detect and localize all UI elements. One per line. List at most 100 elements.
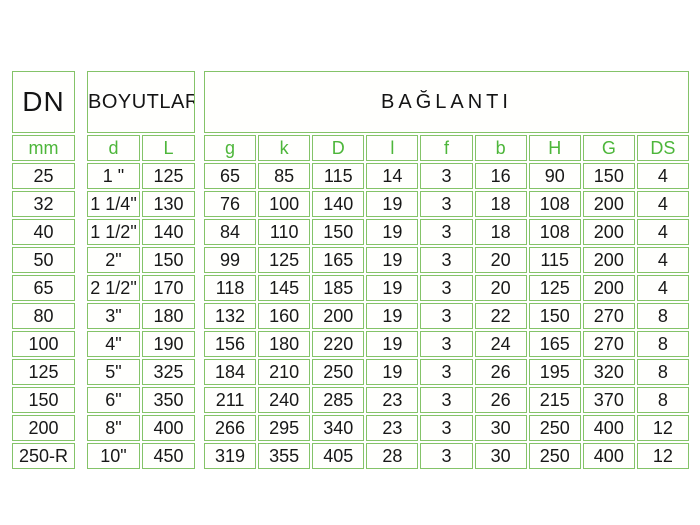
table-cell: 4 [636, 219, 689, 245]
table-cell: 3 [420, 331, 473, 357]
table-cell: 285 [312, 387, 365, 413]
table-cell: 8 [636, 359, 689, 385]
dn-subheader-row: mm [12, 135, 75, 161]
table-row: 80 [12, 303, 75, 329]
table-cell: 24 [474, 331, 527, 357]
table-row: 6" 350 [87, 387, 195, 413]
table-cell: 16 [474, 163, 527, 189]
dn-table: DN mm 25 32 40 50 65 80 100 125 150 200 250-R [10, 69, 77, 471]
table-cell: 140 [142, 219, 195, 245]
table-cell: 340 [312, 415, 365, 441]
table-cell: 100 [12, 331, 75, 357]
column-header: b [474, 135, 527, 161]
table-cell: 6" [87, 387, 140, 413]
table-cell: 125 [528, 275, 581, 301]
table-cell: 20 [474, 275, 527, 301]
baglanti-table-body: 65 85 115 14 3 16 90 150 4 76 100 140 19 3 18 108 200 4 84… [204, 163, 689, 469]
column-header: L [142, 135, 195, 161]
dn-table-head: DN mm [12, 71, 75, 161]
table-cell: 125 [12, 359, 75, 385]
table-cell: 8 [636, 303, 689, 329]
table-cell: 2 1/2" [87, 275, 140, 301]
table-cell: 195 [528, 359, 581, 385]
table-cell: 319 [204, 443, 257, 469]
table-cell: 12 [636, 415, 689, 441]
table-row: 1 1/4" 130 [87, 191, 195, 217]
table-cell: 180 [142, 303, 195, 329]
table-cell: 210 [258, 359, 311, 385]
table-cell: 8" [87, 415, 140, 441]
table-row: 84 110 150 19 3 18 108 200 4 [204, 219, 689, 245]
boyutlar-group-header: BOYUTLAR [87, 71, 195, 133]
table-cell: 115 [312, 163, 365, 189]
table-cell: 4 [636, 191, 689, 217]
table-cell: 18 [474, 191, 527, 217]
table-cell: 108 [528, 219, 581, 245]
table-cell: 32 [12, 191, 75, 217]
table-row: 50 [12, 247, 75, 273]
table-cell: 26 [474, 359, 527, 385]
table-cell: 200 [12, 415, 75, 441]
table-row: 10" 450 [87, 443, 195, 469]
table-cell: 3 [420, 163, 473, 189]
table-cell: 115 [528, 247, 581, 273]
table-row: 99 125 165 19 3 20 115 200 4 [204, 247, 689, 273]
table-cell: 25 [12, 163, 75, 189]
table-cell: 295 [258, 415, 311, 441]
table-cell: 184 [204, 359, 257, 385]
boyutlar-table-body: 1 " 125 1 1/4" 130 1 1/2" 140 2" 150 2 1/2" 170 3"… [87, 163, 195, 469]
table-cell: 30 [474, 443, 527, 469]
table-cell: 4 [636, 275, 689, 301]
baglanti-group-header-row: BAĞLANTI [204, 71, 689, 133]
table-cell: 1 1/4" [87, 191, 140, 217]
table-cell: 370 [582, 387, 635, 413]
table-cell: 400 [582, 443, 635, 469]
table-cell: 200 [582, 191, 635, 217]
table-cell: 40 [12, 219, 75, 245]
table-row: 156 180 220 19 3 24 165 270 8 [204, 331, 689, 357]
table-row: 3" 180 [87, 303, 195, 329]
table-row: 125 [12, 359, 75, 385]
table-cell: 19 [366, 359, 419, 385]
table-cell: 190 [142, 331, 195, 357]
table-cell: 8 [636, 331, 689, 357]
table-cell: 250 [312, 359, 365, 385]
dn-group-header-row: DN [12, 71, 75, 133]
table-cell: 145 [258, 275, 311, 301]
table-cell: 150 [142, 247, 195, 273]
table-cell: 4 [636, 247, 689, 273]
table-cell: 12 [636, 443, 689, 469]
table-cell: 4" [87, 331, 140, 357]
table-cell: 19 [366, 275, 419, 301]
table-row: 118 145 185 19 3 20 125 200 4 [204, 275, 689, 301]
table-cell: 250-R [12, 443, 75, 469]
table-cell: 211 [204, 387, 257, 413]
table-cell: 20 [474, 247, 527, 273]
table-cell: 215 [528, 387, 581, 413]
table-cell: 4 [636, 163, 689, 189]
table-row: 8" 400 [87, 415, 195, 441]
table-cell: 1 1/2" [87, 219, 140, 245]
table-cell: 19 [366, 191, 419, 217]
table-cell: 65 [204, 163, 257, 189]
table-row: 1 1/2" 140 [87, 219, 195, 245]
baglanti-group-header: BAĞLANTI [204, 71, 689, 133]
table-cell: 125 [258, 247, 311, 273]
column-header: f [420, 135, 473, 161]
table-cell: 3 [420, 443, 473, 469]
table-cell: 200 [582, 275, 635, 301]
table-cell: 85 [258, 163, 311, 189]
table-row: 65 85 115 14 3 16 90 150 4 [204, 163, 689, 189]
column-header: l [366, 135, 419, 161]
column-header: D [312, 135, 365, 161]
table-row: 184 210 250 19 3 26 195 320 8 [204, 359, 689, 385]
table-cell: 99 [204, 247, 257, 273]
table-cell: 150 [312, 219, 365, 245]
table-cell: 400 [582, 415, 635, 441]
